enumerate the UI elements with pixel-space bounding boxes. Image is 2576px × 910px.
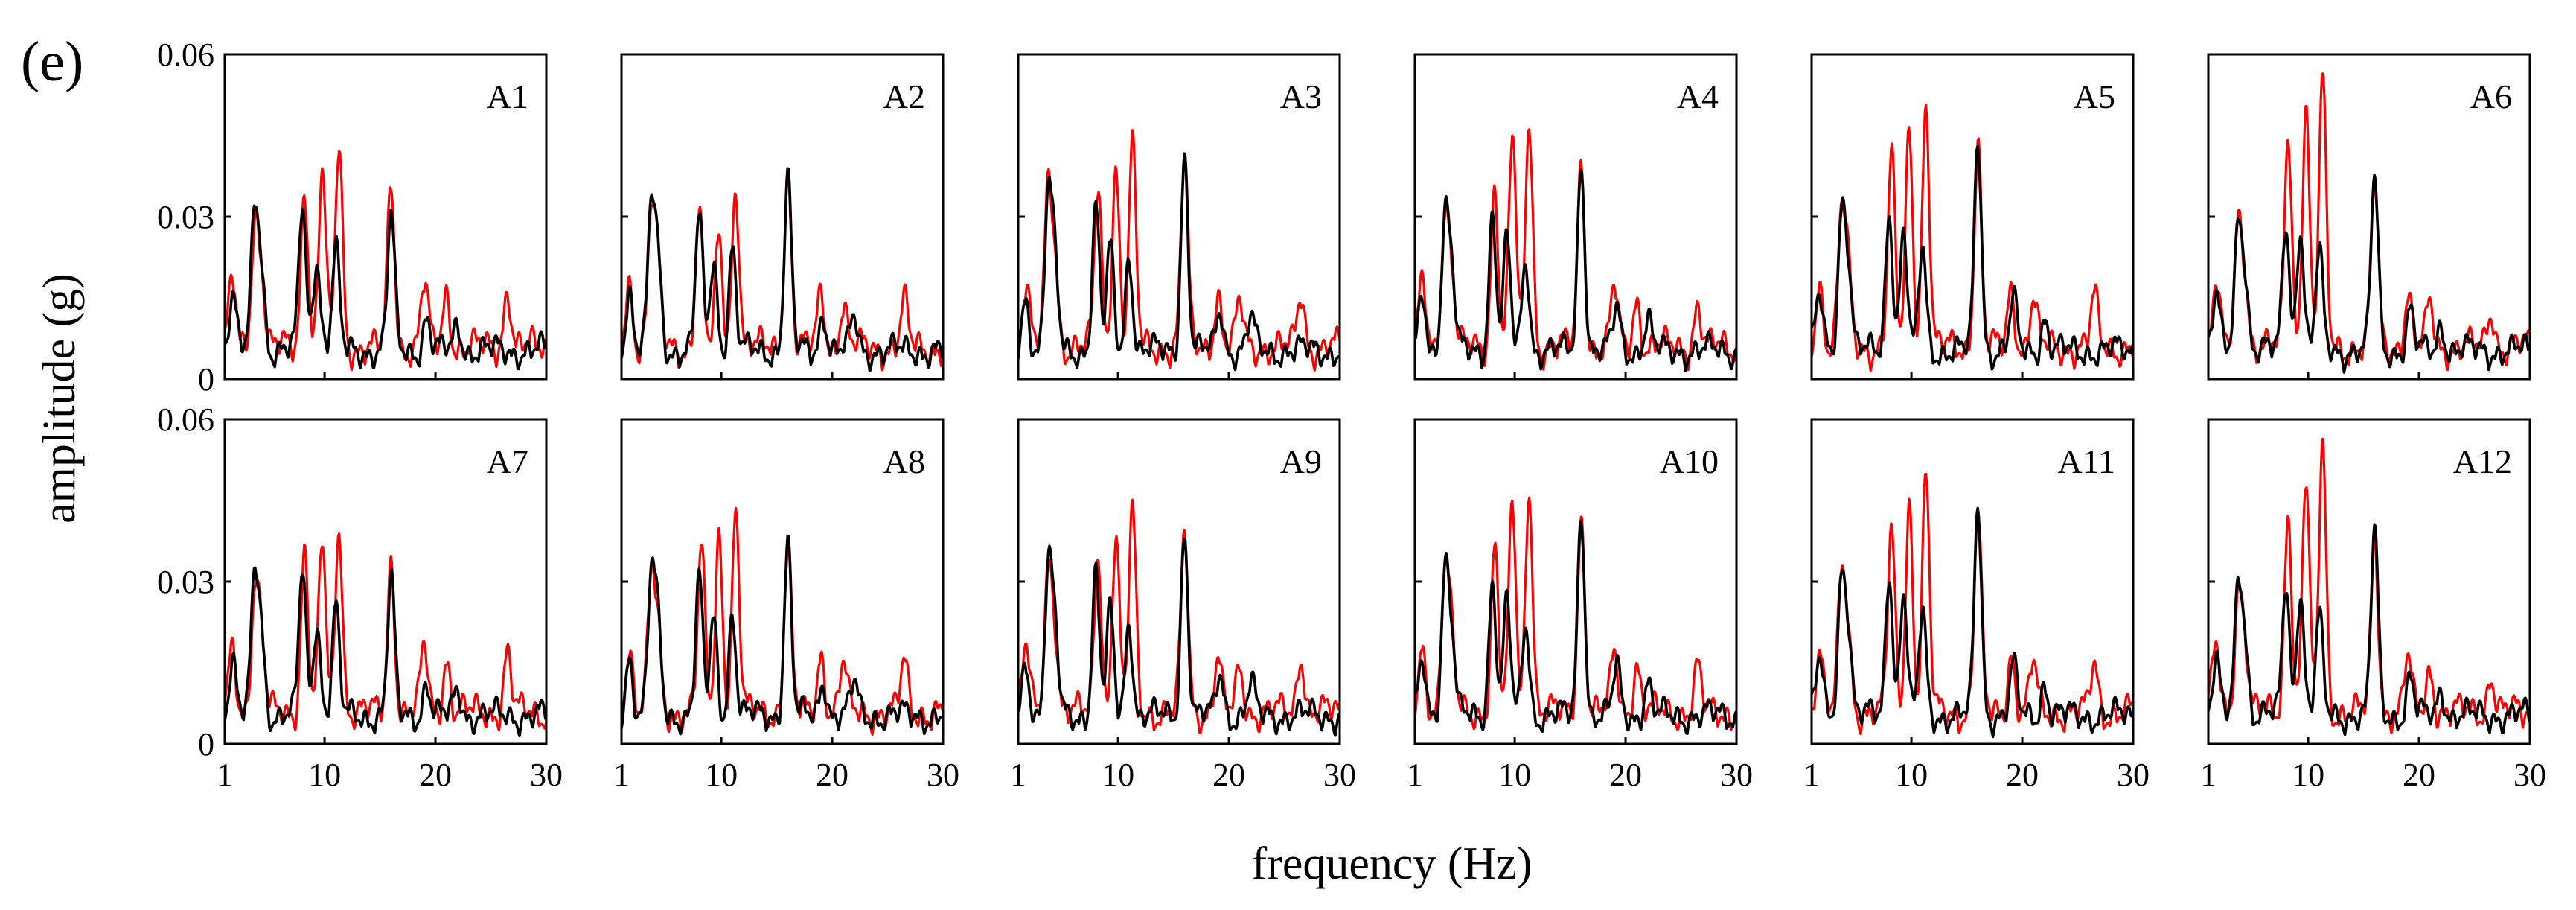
panel-label: A10 — [1660, 442, 1719, 480]
x-tick-label: 20 — [816, 757, 848, 793]
panel-A4: A4 — [1413, 53, 1738, 381]
x-tick-label: 10 — [1102, 757, 1134, 793]
y-axis-label: amplitude (g) — [34, 273, 85, 524]
x-tick-label: 30 — [530, 757, 563, 793]
series-line-black — [1812, 145, 2133, 371]
panel-label: A5 — [2074, 77, 2115, 115]
panel-A9: 1 10 20 30 A9 — [1010, 418, 1356, 793]
x-tick-label: 30 — [927, 757, 959, 793]
series-line-black — [225, 566, 546, 738]
series-line-red — [2208, 72, 2530, 372]
panels-grid: 0 0.03 0.06 A1 A2 A3 A4 A5 A6 0 0.03 0.06 1 10 20 30 A7 1… — [157, 36, 2546, 793]
x-tick-label: 10 — [705, 757, 738, 793]
x-tick-label: 10 — [2292, 757, 2324, 793]
panel-A11: 1 10 20 30 A11 — [1803, 418, 2150, 793]
x-tick-label: 20 — [1212, 757, 1245, 793]
x-tick-label: 10 — [1498, 757, 1531, 793]
x-tick-label: 1 — [217, 757, 233, 793]
series-line-black — [621, 167, 943, 372]
series-line-black — [2208, 174, 2530, 374]
x-tick-label: 10 — [1895, 757, 1928, 793]
series-line-black — [2208, 523, 2530, 736]
x-axis-label: frequency (Hz) — [1252, 839, 1533, 889]
series-line-black — [1018, 152, 1340, 372]
panel-A8: 1 10 20 30 A8 — [613, 418, 959, 793]
panel-A6: A6 — [2207, 53, 2531, 381]
panel-series-group — [1018, 498, 1340, 737]
panel-series-group — [1018, 129, 1340, 372]
series-line-black — [225, 204, 546, 371]
y-tick-label: 0.03 — [157, 199, 214, 235]
panel-label: A6 — [2470, 77, 2512, 115]
x-tick-label: 20 — [2006, 757, 2039, 793]
panel-series-group — [1415, 496, 1736, 735]
series-line-black — [1415, 168, 1736, 372]
panel-series-group — [225, 150, 546, 372]
series-line-red — [2208, 437, 2530, 734]
panel-label: A3 — [1280, 77, 1322, 115]
panel-series-group — [2208, 437, 2530, 736]
panel-A1: 0 0.03 0.06 A1 — [157, 36, 548, 398]
y-tick-label: 0.06 — [157, 36, 214, 73]
series-line-black — [621, 534, 943, 736]
x-tick-label: 30 — [1323, 757, 1356, 793]
panel-label: A7 — [487, 442, 528, 480]
x-tick-label: 1 — [1803, 757, 1820, 793]
x-tick-label: 30 — [2117, 757, 2150, 793]
panel-series-group — [1415, 128, 1736, 372]
x-tick-label: 30 — [1720, 757, 1753, 793]
panel-label: A9 — [1280, 442, 1322, 480]
x-tick-label: 1 — [1407, 757, 1423, 793]
y-tick-label: 0 — [198, 361, 214, 398]
panel-label: A1 — [487, 77, 528, 115]
panel-label: A4 — [1677, 77, 1719, 115]
y-tick-label: 0 — [198, 726, 214, 763]
x-tick-label: 20 — [419, 757, 452, 793]
panel-A7: 0 0.03 0.06 1 10 20 30 A7 — [157, 401, 563, 793]
panel-series-group — [1812, 104, 2133, 372]
panel-A2: A2 — [620, 53, 945, 381]
x-tick-label: 10 — [308, 757, 341, 793]
x-tick-label: 30 — [2513, 757, 2546, 793]
y-tick-label: 0.03 — [157, 564, 214, 600]
series-line-red — [1415, 128, 1736, 372]
panel-label: A11 — [2057, 442, 2115, 480]
x-tick-label: 1 — [613, 757, 630, 793]
series-line-black — [1812, 506, 2133, 739]
panel-A5: A5 — [1810, 53, 2135, 381]
panel-series-group — [621, 506, 943, 736]
series-line-black — [1415, 519, 1736, 735]
panel-A3: A3 — [1017, 53, 1341, 381]
x-tick-label: 20 — [1609, 757, 1642, 793]
panel-label: A8 — [883, 442, 925, 480]
panel-series-group — [2208, 72, 2530, 374]
series-line-black — [1018, 538, 1340, 737]
x-tick-label: 1 — [1010, 757, 1026, 793]
panel-A10: 1 10 20 30 A10 — [1407, 418, 1753, 793]
x-tick-label: 1 — [2200, 757, 2217, 793]
panel-series-group — [225, 532, 546, 738]
panel-label: A2 — [883, 77, 925, 115]
series-line-red — [1018, 129, 1340, 372]
x-tick-label: 20 — [2403, 757, 2435, 793]
panel-series-group — [621, 167, 943, 372]
series-line-red — [1812, 472, 2133, 736]
panel-label: A12 — [2453, 442, 2512, 480]
panel-series-group — [1812, 472, 2133, 739]
y-tick-label: 0.06 — [157, 401, 214, 438]
panel-A12: 1 10 20 30 A12 — [2200, 418, 2546, 793]
figure-label: (e) — [21, 31, 83, 93]
